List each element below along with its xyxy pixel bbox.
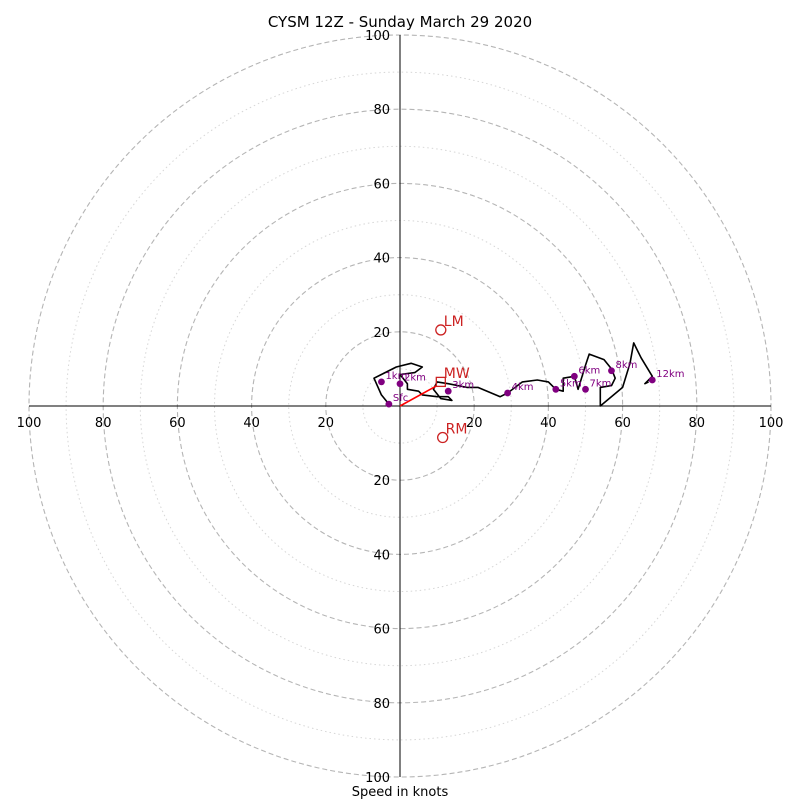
x-tick-label: 20 (318, 416, 335, 431)
height-marker (552, 385, 560, 393)
height-marker (504, 389, 511, 397)
height-label: 7km (590, 378, 612, 389)
mean-wind-marker (435, 376, 446, 388)
y-tick-label: 80 (373, 103, 390, 118)
height-marker (378, 378, 385, 386)
height-marker (582, 385, 589, 393)
y-tick-label: 100 (365, 771, 390, 786)
y-tick-label: 80 (373, 697, 390, 712)
x-tick-label: 60 (169, 416, 186, 431)
height-marker (648, 376, 656, 384)
x-tick-label: 100 (759, 416, 784, 431)
height-marker (385, 400, 393, 408)
y-tick-label: 20 (373, 326, 390, 341)
y-tick-label: 40 (373, 252, 390, 267)
tick-labels: 20 40 60 80 100 100 80 60 40 20 20 40 60 80 100 20 40 60 8… (17, 29, 784, 786)
x-tick-label: 40 (243, 416, 260, 431)
x-axis-label: Speed in knots (352, 785, 449, 800)
height-label: 8km (615, 360, 637, 371)
x-tick-label: 20 (466, 416, 483, 431)
height-marker (570, 372, 578, 380)
height-label: Sfc (393, 393, 408, 404)
height-marker (444, 387, 452, 395)
height-label: 2km (404, 373, 426, 384)
height-label: 1km (385, 371, 407, 382)
y-tick-label: 100 (365, 29, 390, 44)
x-tick-label: 40 (540, 416, 557, 431)
storm-motion-label: LM (444, 314, 464, 330)
x-tick-label: 60 (614, 416, 631, 431)
y-tick-label: 40 (373, 548, 390, 563)
x-tick-label: 80 (689, 416, 706, 431)
y-tick-label: 20 (373, 474, 390, 489)
storm-motion-marker (437, 431, 449, 444)
storm-motion-label: RM (446, 422, 468, 438)
height-label: 3km (452, 380, 474, 391)
height-marker (396, 380, 404, 388)
storm-motion-marker (435, 324, 447, 336)
height-marker (608, 367, 615, 375)
shear-vector-line (399, 384, 438, 407)
height-label: 6km (578, 365, 600, 376)
y-tick-label: 60 (373, 177, 390, 192)
height-label: 12km (656, 369, 684, 380)
storm-motion-label: MW (444, 366, 470, 382)
x-tick-label: 80 (95, 416, 112, 431)
x-tick-label: 100 (17, 416, 42, 431)
height-label: 4km (512, 382, 534, 393)
chart-title: CYSM 12Z - Sunday March 29 2020 (268, 13, 532, 31)
height-label: 5km (560, 378, 582, 389)
shear-vector (399, 384, 438, 407)
y-tick-label: 60 (373, 623, 390, 638)
storm-motion-markers: LM MW RM (435, 314, 470, 444)
